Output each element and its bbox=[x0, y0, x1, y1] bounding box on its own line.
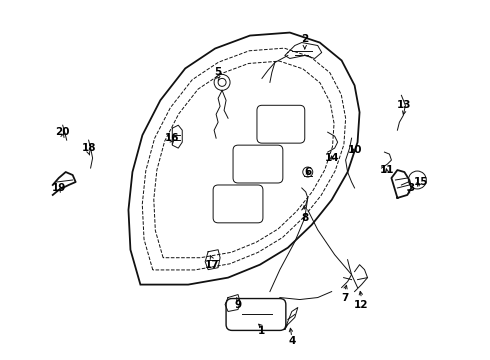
Text: 11: 11 bbox=[380, 165, 395, 175]
Text: 3: 3 bbox=[408, 183, 415, 193]
Text: 19: 19 bbox=[51, 183, 66, 193]
Text: 13: 13 bbox=[397, 100, 412, 110]
Text: 12: 12 bbox=[354, 300, 369, 310]
Text: 8: 8 bbox=[301, 213, 308, 223]
Text: 9: 9 bbox=[234, 300, 242, 310]
Text: 7: 7 bbox=[341, 293, 348, 302]
Text: 18: 18 bbox=[81, 143, 96, 153]
Text: 16: 16 bbox=[165, 133, 179, 143]
Text: 6: 6 bbox=[304, 167, 311, 177]
Text: 20: 20 bbox=[55, 127, 70, 137]
Text: 4: 4 bbox=[288, 336, 295, 346]
Text: 15: 15 bbox=[414, 177, 429, 187]
Text: 17: 17 bbox=[205, 260, 220, 270]
Text: 10: 10 bbox=[347, 145, 362, 155]
Text: 5: 5 bbox=[215, 67, 222, 77]
Text: 1: 1 bbox=[258, 327, 266, 336]
Text: 14: 14 bbox=[324, 153, 339, 163]
Text: 2: 2 bbox=[301, 33, 308, 44]
